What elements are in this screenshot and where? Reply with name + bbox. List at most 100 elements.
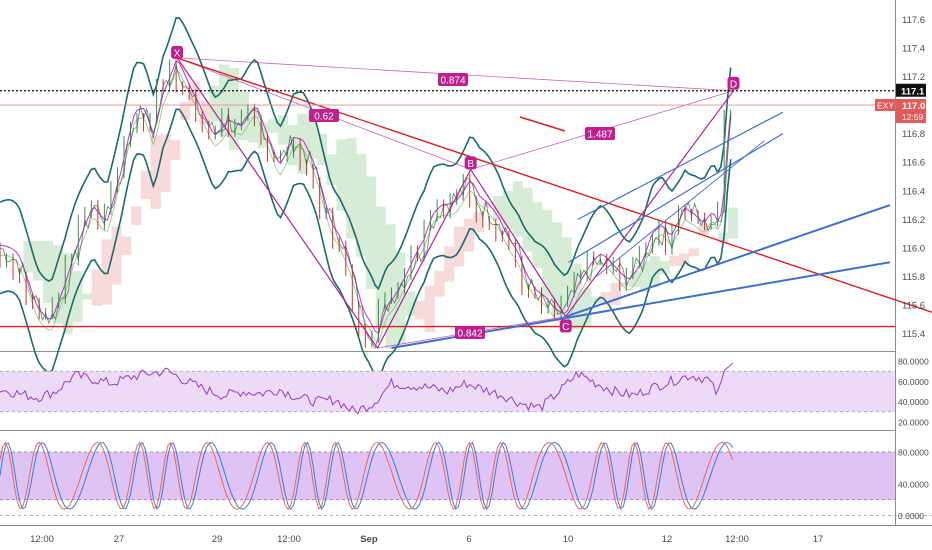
cloud-segment bbox=[424, 285, 435, 332]
cloud-segment bbox=[600, 291, 611, 305]
ratio-label: 0.874 bbox=[440, 76, 465, 87]
red-trendline[interactable] bbox=[176, 57, 932, 313]
marker-price-tag bbox=[896, 83, 926, 97]
red-note-line bbox=[519, 116, 566, 132]
time-axis-tick: 12 bbox=[662, 534, 673, 545]
cloud-segment bbox=[228, 68, 240, 151]
cloud-segment bbox=[140, 170, 152, 199]
time-axis-tick: Sep bbox=[360, 534, 378, 545]
price-axis-tick: 115.8 bbox=[902, 272, 925, 283]
cloud-segment bbox=[326, 154, 337, 186]
time-axis-tick: 29 bbox=[212, 534, 223, 545]
price-axis-tick: 116.8 bbox=[902, 129, 925, 140]
stoch-axis-tick: 80.0000 bbox=[898, 447, 929, 457]
bollinger-lower bbox=[0, 108, 732, 382]
cloud-segment bbox=[659, 261, 670, 275]
cloud-segment bbox=[453, 226, 465, 267]
cloud-segment bbox=[189, 82, 200, 107]
cloud-segment bbox=[404, 291, 416, 316]
time-axis-tick: 27 bbox=[114, 534, 125, 545]
time-axis-tick: 10 bbox=[563, 534, 574, 545]
marker-price-text: 117.1 bbox=[901, 86, 925, 97]
ratio-badge bbox=[455, 326, 485, 339]
rsi-axis-tick: 80.0000 bbox=[898, 357, 929, 367]
cloud-segment bbox=[91, 269, 103, 307]
cloud-segment bbox=[571, 263, 582, 330]
price-axis-tick: 115.6 bbox=[902, 301, 925, 312]
cloud-segment bbox=[649, 256, 660, 288]
cloud-segment bbox=[473, 212, 484, 233]
ratio-label: 0.842 bbox=[457, 329, 482, 340]
blue-fan-line[interactable] bbox=[596, 140, 765, 277]
cloud-segment bbox=[170, 140, 181, 160]
ratio-badge bbox=[309, 109, 339, 122]
pattern-point-label: X bbox=[174, 48, 181, 59]
cloud-segment bbox=[522, 188, 533, 252]
cloud-segment bbox=[238, 92, 249, 141]
cloud-segment bbox=[150, 135, 161, 209]
rsi-axis-tick: 40.0000 bbox=[898, 397, 929, 407]
cloud-segment bbox=[365, 176, 377, 289]
price-axis-tick: 116.2 bbox=[902, 215, 925, 226]
cloud-segment bbox=[356, 154, 367, 257]
cloud-segment bbox=[620, 282, 631, 287]
cloud-segment bbox=[414, 300, 426, 320]
price-axis-tick: 115.4 bbox=[902, 329, 925, 340]
symbol-text: EXY bbox=[877, 101, 894, 111]
stoch-axis-tick: 0.0000 bbox=[898, 511, 924, 521]
cloud-segment bbox=[630, 270, 641, 288]
pattern-point-badge bbox=[559, 319, 572, 333]
cloud-segment bbox=[698, 223, 709, 235]
cloud-segment bbox=[610, 282, 621, 306]
cloud-segment bbox=[493, 196, 504, 221]
cloud-segment bbox=[561, 237, 572, 325]
cloud-segment bbox=[101, 239, 112, 305]
last-price-tag bbox=[896, 99, 926, 124]
cloud-segment bbox=[346, 138, 357, 239]
countdown-text: 12:59 bbox=[902, 112, 924, 122]
bollinger-upper bbox=[0, 16, 732, 291]
cloud-segment bbox=[532, 202, 543, 268]
price-axis-tick: 116.6 bbox=[902, 158, 925, 169]
cloud-segment bbox=[385, 224, 396, 349]
ratio-label: 1.487 bbox=[587, 130, 612, 141]
cloud-segment bbox=[669, 255, 680, 267]
time-axis-tick: 12:00 bbox=[277, 534, 301, 545]
rsi-line bbox=[0, 362, 733, 415]
cloud-segment bbox=[483, 202, 494, 208]
cloud-segment bbox=[512, 181, 523, 237]
blue-fan-line[interactable] bbox=[565, 204, 891, 318]
pattern-point-label: C bbox=[562, 322, 569, 333]
cloud-segment bbox=[267, 119, 279, 133]
ratio-label: 0.62 bbox=[314, 112, 334, 123]
cloud-segment bbox=[708, 226, 719, 230]
cloud-segment bbox=[42, 240, 54, 303]
cloud-segment bbox=[463, 218, 474, 252]
price-axis-tick: 117.6 bbox=[902, 15, 925, 26]
price-panel[interactable] bbox=[0, 0, 895, 350]
cloud-segment bbox=[551, 222, 563, 317]
stoch-axis-tick: 40.0000 bbox=[898, 479, 929, 489]
cloud-segment bbox=[33, 240, 44, 281]
ratio-badge bbox=[438, 73, 468, 86]
cloud-segment bbox=[111, 226, 122, 285]
pattern-point-label: D bbox=[730, 79, 737, 90]
blue-fan-line[interactable] bbox=[577, 111, 784, 220]
rsi-axis-tick: 60.0000 bbox=[898, 377, 929, 387]
price-axis-tick: 116.4 bbox=[902, 186, 925, 197]
price-axis-tick: 117.4 bbox=[902, 43, 925, 54]
cloud-segment bbox=[130, 206, 142, 226]
symbol-tag bbox=[875, 99, 895, 112]
pattern-point-badge bbox=[464, 156, 477, 170]
cloud-segment bbox=[590, 297, 602, 304]
cloud-segment bbox=[639, 261, 651, 293]
cloud-segment bbox=[336, 139, 347, 211]
pattern-point-badge bbox=[171, 45, 184, 59]
cloud-segment bbox=[179, 102, 191, 120]
cloud-segment bbox=[688, 248, 700, 257]
cloud-segment bbox=[297, 113, 308, 174]
pattern-point-badge bbox=[727, 76, 740, 90]
time-axis-tick: 6 bbox=[466, 534, 471, 545]
cloud-segment bbox=[72, 271, 83, 323]
